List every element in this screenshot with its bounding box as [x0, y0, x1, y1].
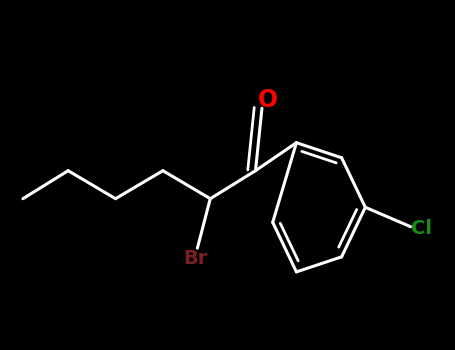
Text: Br: Br: [183, 250, 207, 268]
Text: Cl: Cl: [411, 219, 432, 238]
Text: O: O: [258, 88, 278, 112]
